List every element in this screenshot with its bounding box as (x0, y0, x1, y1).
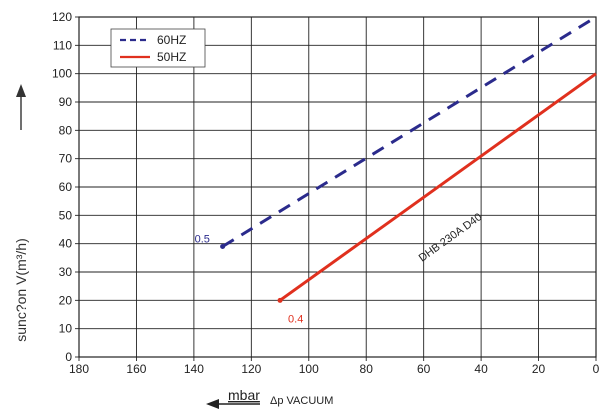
series (220, 15, 597, 303)
y-tick-label: 50 (59, 208, 73, 222)
x-tick-label: 80 (360, 362, 374, 376)
y-tick-label: 120 (52, 10, 72, 24)
legend-box (110, 28, 206, 68)
series-line-50hz (279, 72, 597, 302)
series-end-label-50hz: 0.4 (288, 313, 303, 325)
x-tick-label: 160 (126, 362, 146, 376)
x-axis-label-group: mbar Δp VACUUM (206, 387, 333, 409)
y-tick-label: 0 (65, 350, 72, 364)
y-axis-arrow-head (16, 84, 26, 97)
y-axis-label: sunc?on V(m³/h) (13, 238, 29, 341)
tick-labels: 180 160 140 120 100 80 60 40 20 0 0 10 20 30 40 50 60 70 8… (52, 10, 600, 376)
series-end-label-60hz: 0.5 (195, 234, 210, 246)
legend-label-50hz: 50HZ (157, 50, 186, 64)
x-tick-label: 0 (593, 362, 600, 376)
y-tick-label: 70 (59, 152, 73, 166)
y-tick-label: 10 (59, 322, 73, 336)
series-point-50hz (277, 297, 283, 303)
series-line-60hz (221, 15, 597, 248)
x-tick-label: 120 (241, 362, 261, 376)
x-tick-label: 60 (417, 362, 431, 376)
series-point-60hz (220, 244, 226, 249)
x-tick-label: 20 (532, 362, 546, 376)
y-tick-label: 100 (52, 67, 72, 81)
plot-frame (78, 16, 597, 358)
y-axis-label-group: sunc?on V(m³/h) (13, 84, 29, 342)
y-tick-label: 30 (59, 265, 73, 279)
x-tick-label: 100 (299, 362, 319, 376)
x-axis-label: Δp VACUUM (270, 395, 333, 407)
curve-annotation: DHB 230A D40 (417, 211, 485, 264)
x-axis-unit: mbar (228, 387, 260, 403)
y-tick-label: 60 (59, 180, 73, 194)
y-tick-label: 110 (53, 38, 72, 52)
x-tick-label: 180 (69, 362, 89, 376)
y-tick-label: 20 (59, 293, 73, 307)
legend-label-60hz: 60HZ (157, 33, 186, 47)
y-tick-label: 90 (59, 95, 73, 109)
x-tick-label: 140 (184, 362, 204, 376)
y-tick-label: 40 (59, 237, 73, 251)
legend: 60HZ 50HZ (110, 28, 206, 68)
x-tick-label: 40 (474, 362, 488, 376)
y-tick-label: 80 (59, 123, 73, 137)
x-axis-arrow-head (206, 399, 219, 409)
grid (75, 16, 597, 361)
